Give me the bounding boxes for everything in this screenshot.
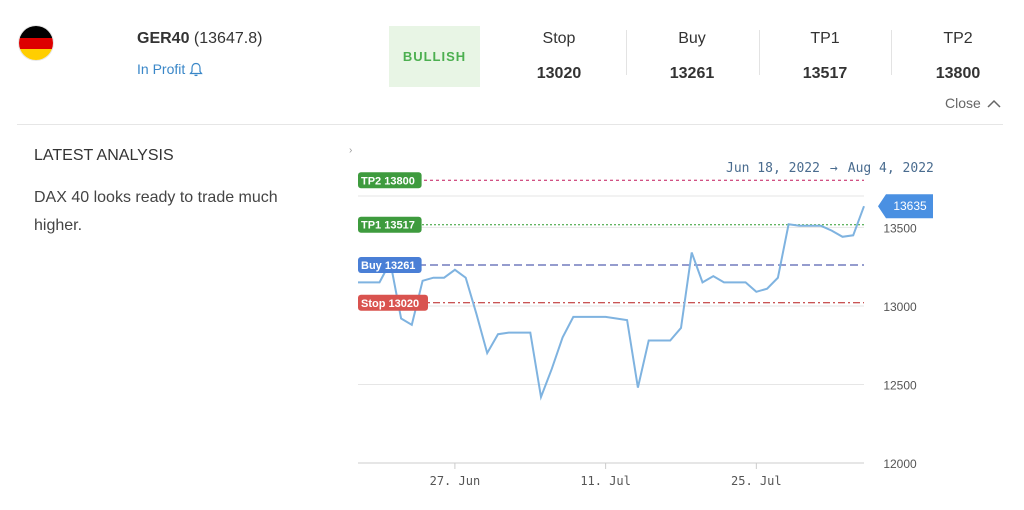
date-to: Aug 4, 2022 xyxy=(847,161,934,176)
x-tick-label: 25. Jul xyxy=(731,474,782,488)
price-line xyxy=(358,205,865,401)
divider xyxy=(891,30,892,75)
section-divider xyxy=(17,124,1003,125)
instrument-price: (13647.8) xyxy=(193,30,263,47)
level-value: 13517 xyxy=(802,65,848,82)
level-badge-label: Buy 13261 xyxy=(361,260,415,272)
sentiment-badge: BULLISH xyxy=(389,26,480,87)
bell-icon[interactable] xyxy=(189,62,203,77)
x-tick-label: 11. Jul xyxy=(580,474,631,488)
close-label: Close xyxy=(945,95,981,111)
level-label: TP1 xyxy=(810,30,840,47)
level-badge-tp2 xyxy=(358,172,422,189)
last-price-label: 13635 xyxy=(893,199,927,213)
status-link[interactable]: In Profit xyxy=(137,61,203,77)
level-value: 13261 xyxy=(669,65,715,82)
level-badge-tp1 xyxy=(358,216,422,233)
level-value: 13800 xyxy=(935,65,981,82)
date-range: Jun 18, 2022 → Aug 4, 2022 xyxy=(726,161,934,176)
germany-flag-icon xyxy=(19,26,53,60)
level-stop: Stop 13020 xyxy=(499,30,619,83)
y-tick-label: 12000 xyxy=(883,457,917,471)
level-label: Stop xyxy=(542,30,576,47)
level-label: Buy xyxy=(678,30,706,47)
level-tp1: TP1 13517 xyxy=(765,30,885,83)
level-label: TP2 xyxy=(943,30,973,47)
y-tick-label: 13000 xyxy=(883,300,917,314)
level-badge-buy xyxy=(358,256,422,273)
chevron-right-icon[interactable]: › xyxy=(349,145,353,156)
level-badge-label: TP2 13800 xyxy=(361,175,415,187)
level-badge-label: Stop 13020 xyxy=(361,298,419,310)
x-tick-label: 27. Jun xyxy=(430,474,481,488)
y-tick-label: 12500 xyxy=(883,378,917,392)
status-text: In Profit xyxy=(137,61,186,77)
analysis-text: DAX 40 looks ready to trade much higher. xyxy=(34,189,278,234)
divider xyxy=(626,30,627,75)
instrument-symbol: GER40 xyxy=(137,30,190,47)
level-value: 13020 xyxy=(536,65,582,82)
y-tick-label: 13500 xyxy=(883,221,917,235)
chevron-up-icon xyxy=(987,99,1001,108)
close-button[interactable]: Close xyxy=(945,95,1001,111)
level-badge-stop xyxy=(358,294,428,311)
level-badge-label: TP1 13517 xyxy=(361,220,415,232)
date-from: Jun 18, 2022 xyxy=(726,161,820,176)
analysis-title: LATEST ANALYSIS xyxy=(34,147,174,164)
date-separator: → xyxy=(829,161,838,176)
instrument-title: GER40 (13647.8) xyxy=(137,30,262,48)
last-price-flag xyxy=(878,194,933,219)
level-tp2: TP2 13800 xyxy=(898,30,1018,83)
level-buy: Buy 13261 xyxy=(632,30,752,83)
divider xyxy=(759,30,760,75)
